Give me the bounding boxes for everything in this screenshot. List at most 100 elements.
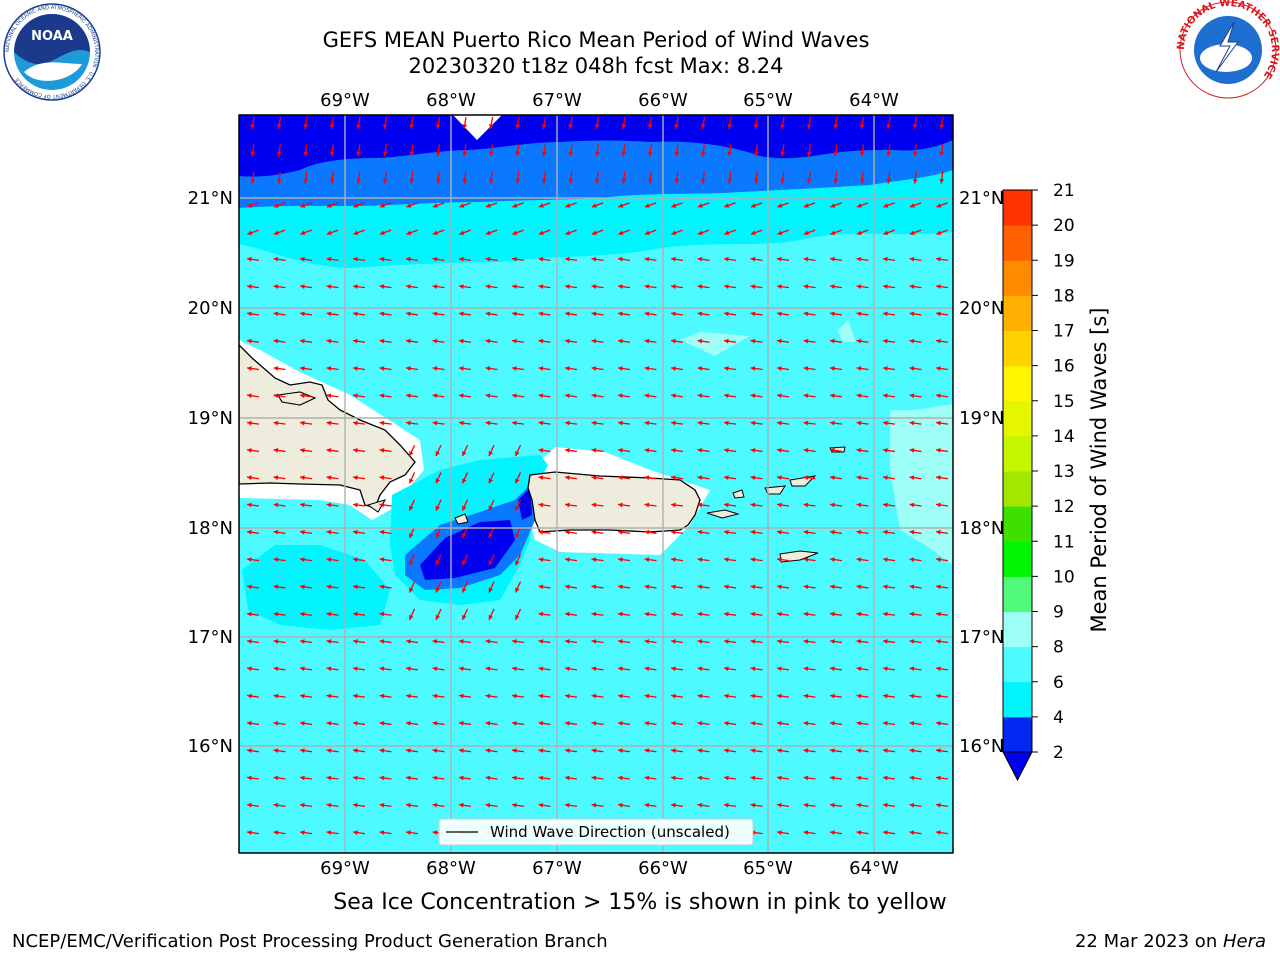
wave-direction-arrowhead [724,448,729,453]
wave-direction-arrowhead [565,502,570,508]
wave-direction-arrowhead [300,502,305,508]
wave-direction-arrowhead [644,775,650,781]
wave-direction-arrowhead [671,448,676,453]
wave-direction-arrowhead [300,611,305,617]
wave-direction-arrowhead [565,693,570,699]
wave-direction-arrowhead [409,478,414,484]
wave-direction-arrowhead [724,420,729,426]
wave-direction-arrowhead [326,748,332,754]
wave-direction-arrowhead [462,451,467,457]
wave-direction-arrowhead [379,666,385,672]
wave-direction-arrowhead [406,311,411,317]
wave-direction-arrowhead [379,338,385,344]
wave-direction-arrowhead [379,830,385,835]
wave-direction-arrowhead [538,284,544,289]
wave-direction-arrowhead [621,124,627,129]
wave-direction-arrowhead [435,151,441,157]
wave-direction-arrowhead [803,393,809,399]
wave-direction-arrowhead [565,448,570,453]
wave-direction-arrowhead [435,505,440,511]
colorbar-tick-label: 4 [1053,708,1064,728]
wave-direction-arrowhead [462,505,467,511]
wave-direction-arrowhead [247,584,252,590]
wave-direction-arrowhead [700,178,706,184]
wave-direction-arrowhead [644,420,650,426]
wave-direction-arrowhead [909,284,915,289]
wave-direction-arrowhead [803,775,809,781]
wave-direction-arrowhead [777,448,782,453]
wave-direction-arrowhead [565,475,570,481]
wave-direction-arrowhead [697,748,703,754]
wave-direction-arrowhead [538,366,544,371]
wave-direction-arrowhead [697,775,703,781]
wave-direction-arrowhead [406,639,411,644]
wave-direction-arrowhead [856,230,862,236]
wave-direction-arrowhead [591,338,597,344]
wave-direction-arrowhead [247,830,252,835]
wave-direction-arrowhead [353,284,358,289]
wave-direction-arrowhead [512,203,518,208]
wave-direction-arrowhead [883,639,888,644]
wave-direction-arrowhead [883,830,888,835]
wave-direction-arrowhead [856,611,862,617]
wave-direction-arrowhead [753,178,759,184]
wave-direction-arrowhead [406,338,411,344]
ocean-period-below-2 [239,115,953,177]
wave-direction-arrowhead [273,748,279,754]
wave-direction-arrowhead [909,338,915,344]
wave-direction-arrowhead [750,256,756,262]
wave-direction-arrowhead [803,693,809,699]
wave-direction-arrowhead [565,393,570,399]
wave-direction-arrowhead [697,802,703,808]
wave-direction-arrowhead [777,529,782,535]
wave-direction-arrowhead [379,802,385,808]
wave-direction-arrowhead [750,611,756,617]
wave-direction-arrowhead [909,256,915,262]
wave-direction-arrowhead [432,639,438,644]
ocean-period-8-9-patch-1 [680,332,750,356]
wave-direction-arrowhead [750,284,756,289]
colorbar-segment [1003,260,1032,296]
colorbar-segment [1003,646,1032,683]
wave-direction-arrowhead [406,693,411,699]
wave-direction-arrowhead [644,721,650,726]
wave-direction-arrowhead [671,584,676,590]
wave-direction-arrowhead [300,802,305,808]
wave-direction-arrowhead [485,748,491,754]
wave-direction-arrowhead [830,230,836,236]
colorbar-tick-label: 8 [1053,638,1064,658]
wave-direction-arrowhead [326,311,332,317]
wave-direction-arrowhead [936,639,941,644]
wave-direction-arrowhead [435,560,440,566]
wave-direction-arrowhead [618,256,623,262]
wave-direction-arrowhead [594,124,600,129]
wave-direction-arrowhead [697,230,703,236]
wave-direction-arrowhead [777,557,782,562]
wave-direction-arrowhead [353,338,358,344]
wave-direction-arrowhead [300,338,305,344]
wave-direction-arrowhead [803,611,809,617]
wave-direction-arrowhead [326,448,332,453]
wave-direction-arrowhead [591,721,597,726]
wave-direction-arrowhead [671,203,677,208]
wave-direction-arrowhead [697,611,703,617]
wave-direction-arrowhead [273,284,279,289]
wave-direction-arrowhead [909,830,915,835]
wave-direction-arrowhead [644,666,650,672]
lat-label-left: 19°N [188,408,233,429]
wave-direction-arrowhead [727,178,733,184]
wave-direction-arrowhead [671,256,676,262]
wave-direction-arrowhead [883,448,888,453]
wave-direction-arrowhead [936,666,941,672]
wave-direction-arrowhead [644,475,650,481]
wave-direction-arrowhead [538,502,544,508]
wave-direction-arrowhead [724,611,729,617]
wave-direction-arrowhead [936,557,941,562]
wave-direction-arrowhead [300,830,305,835]
wave-direction-arrowhead [803,366,809,371]
wave-direction-arrowhead [379,584,385,590]
wave-direction-arrowhead [326,475,332,481]
wave-direction-arrowhead [485,256,491,262]
lon-label-bottom: 64°W [849,858,899,879]
